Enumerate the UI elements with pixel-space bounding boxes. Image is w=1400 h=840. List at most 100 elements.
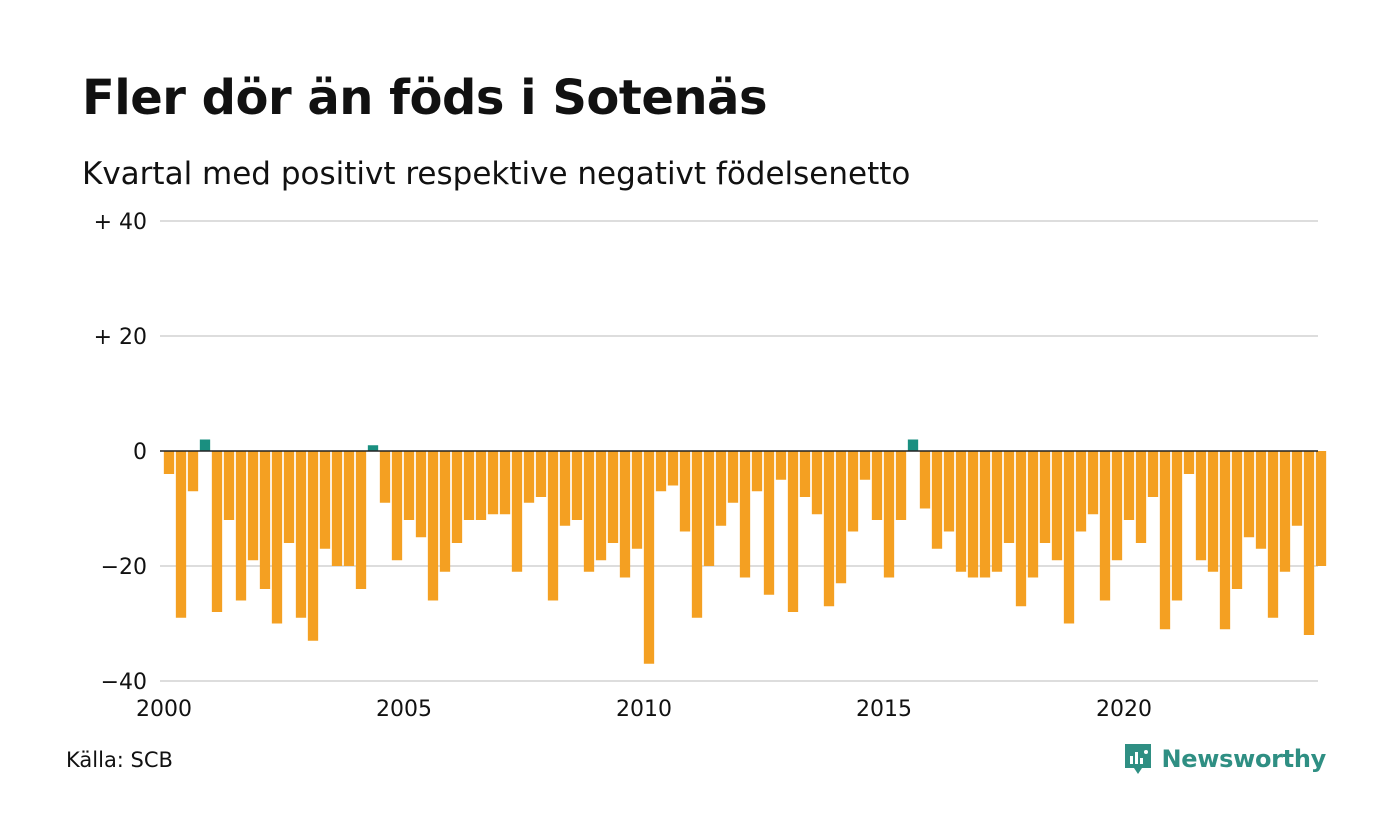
bar xyxy=(1135,451,1147,543)
bar xyxy=(931,451,943,549)
y-tick-label: 0 xyxy=(133,440,147,465)
bar xyxy=(955,451,967,572)
bar xyxy=(355,451,367,589)
bar xyxy=(1267,451,1279,618)
bar xyxy=(259,451,271,589)
bar xyxy=(511,451,523,572)
bar xyxy=(643,451,655,664)
bar xyxy=(451,451,463,543)
bar xyxy=(343,451,355,566)
bar xyxy=(295,451,307,618)
bar xyxy=(595,451,607,561)
bar xyxy=(799,451,811,497)
bar xyxy=(1195,451,1207,561)
bar xyxy=(235,451,247,601)
bar xyxy=(571,451,583,520)
bar xyxy=(1231,451,1243,589)
bar xyxy=(919,451,931,509)
bar xyxy=(1003,451,1015,543)
chart-title: Fler dör än föds i Sotenäs xyxy=(82,70,768,126)
bar xyxy=(439,451,451,572)
bar xyxy=(1207,451,1219,572)
bar xyxy=(739,451,751,578)
bar xyxy=(835,451,847,584)
bar xyxy=(619,451,631,578)
x-tick-label: 2005 xyxy=(376,697,432,722)
bar xyxy=(967,451,979,578)
bar xyxy=(655,451,667,492)
bar xyxy=(487,451,499,515)
bar xyxy=(775,451,787,480)
bar xyxy=(583,451,595,572)
bar xyxy=(895,451,907,520)
bar xyxy=(331,451,343,566)
bar xyxy=(907,439,919,451)
bar xyxy=(1147,451,1159,497)
bar xyxy=(607,451,619,543)
bar xyxy=(427,451,439,601)
bar xyxy=(883,451,895,578)
bar xyxy=(727,451,739,503)
bar xyxy=(547,451,559,601)
bar xyxy=(1255,451,1267,549)
bar xyxy=(1315,451,1327,566)
bar xyxy=(1159,451,1171,630)
bar xyxy=(307,451,319,641)
newsworthy-logo-icon xyxy=(1125,744,1152,774)
bar xyxy=(1243,451,1255,538)
bar xyxy=(787,451,799,612)
bar xyxy=(187,451,199,492)
bar xyxy=(1051,451,1063,561)
bar xyxy=(211,451,223,612)
newsworthy-logo: Newsworthy xyxy=(1123,742,1326,776)
bar xyxy=(247,451,259,561)
bar xyxy=(991,451,1003,572)
bar xyxy=(667,451,679,486)
bar xyxy=(1075,451,1087,532)
bar xyxy=(403,451,415,520)
bar xyxy=(631,451,643,549)
bar xyxy=(715,451,727,526)
bar xyxy=(1027,451,1039,578)
bar xyxy=(1123,451,1135,520)
bar xyxy=(1279,451,1291,572)
bar xyxy=(535,451,547,497)
bar xyxy=(1087,451,1099,515)
bar xyxy=(871,451,883,520)
bar xyxy=(811,451,823,515)
bar xyxy=(391,451,403,561)
bar xyxy=(859,451,871,480)
x-tick-label: 2010 xyxy=(616,697,672,722)
bar xyxy=(847,451,859,532)
bar xyxy=(979,451,991,578)
bar xyxy=(1063,451,1075,624)
chart-subtitle: Kvartal med positivt respektive negativt… xyxy=(82,156,911,192)
bar xyxy=(1291,451,1303,526)
y-tick-label: −40 xyxy=(101,670,147,695)
y-tick-label: + 20 xyxy=(94,325,147,350)
bar xyxy=(367,445,379,451)
bar xyxy=(271,451,283,624)
bar xyxy=(679,451,691,532)
bar xyxy=(691,451,703,618)
bar xyxy=(1171,451,1183,601)
bar xyxy=(751,451,763,492)
bar xyxy=(283,451,295,543)
x-tick-label: 2015 xyxy=(856,697,912,722)
bar xyxy=(475,451,487,520)
bar xyxy=(1183,451,1195,474)
source-label: Källa: SCB xyxy=(66,748,173,772)
x-tick-label: 2000 xyxy=(136,697,192,722)
bar xyxy=(499,451,511,515)
bar xyxy=(1303,451,1315,635)
bar xyxy=(199,439,211,451)
bar xyxy=(379,451,391,503)
bar xyxy=(319,451,331,549)
bar xyxy=(1039,451,1051,543)
brand-name: Newsworthy xyxy=(1161,745,1326,773)
bar xyxy=(1219,451,1231,630)
bar xyxy=(559,451,571,526)
bar xyxy=(463,451,475,520)
bar xyxy=(1111,451,1123,561)
